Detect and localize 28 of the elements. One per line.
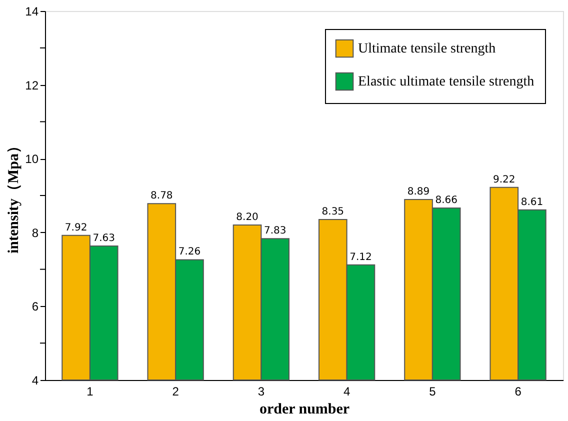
legend-label: Elastic ultimate tensile strength (358, 74, 534, 90)
x-tick-label: 3 (258, 384, 265, 398)
data-label: 7.63 (92, 233, 115, 244)
data-label: 8.35 (322, 206, 344, 218)
y-axis-title: intensity（Mpa） (6, 138, 22, 254)
y-tick-label: 4 (32, 374, 39, 388)
data-label: 8.66 (435, 195, 458, 206)
y-tick-label: 14 (25, 4, 39, 18)
x-tick-label: 6 (514, 384, 522, 398)
y-tick-label: 6 (32, 300, 39, 314)
data-label: 8.89 (407, 186, 430, 198)
y-tick-label: 10 (25, 152, 39, 166)
data-label: 7.92 (64, 222, 88, 234)
data-label: 7.26 (178, 246, 201, 258)
data-label: 7.12 (350, 252, 372, 263)
data-label: 8.78 (150, 190, 173, 202)
data-label: 9.22 (493, 174, 516, 186)
y-tick-label: 12 (25, 78, 39, 92)
legend-label: Ultimate tensile strength (358, 42, 496, 56)
x-tick-label: 4 (343, 384, 350, 398)
x-tick-label: 2 (172, 384, 180, 398)
data-label: 8.61 (520, 196, 544, 208)
x-tick-label: 5 (429, 384, 436, 398)
data-label: 8.20 (236, 212, 258, 224)
x-axis-title: order number (259, 402, 350, 418)
x-tick-label: 1 (86, 384, 94, 398)
y-tick-label: 8 (32, 226, 39, 240)
data-label: 7.83 (264, 226, 286, 237)
